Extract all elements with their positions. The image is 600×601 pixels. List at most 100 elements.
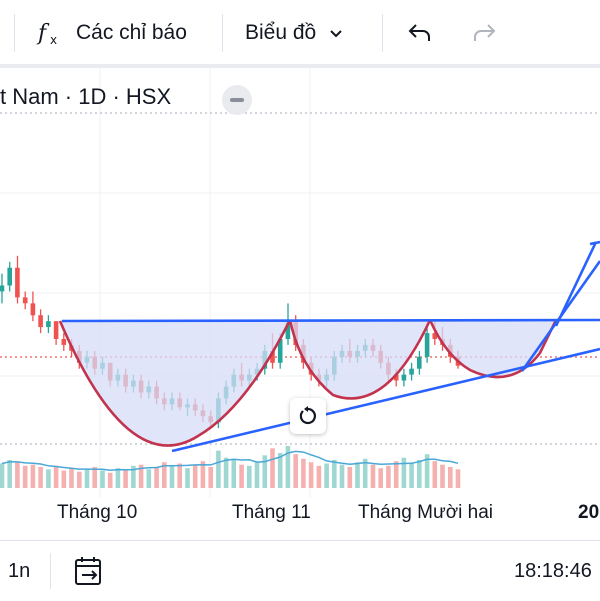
candle-body	[401, 374, 407, 381]
volume-bar	[177, 463, 182, 488]
breakout-line	[554, 241, 598, 327]
go-to-date-button[interactable]	[72, 541, 106, 601]
clock-time: 18:18:46	[514, 559, 592, 582]
bottom-bar: 1n 18:18:46	[0, 540, 600, 601]
volume-bar	[362, 458, 368, 488]
volume-bar	[448, 467, 453, 488]
toolbar-separator	[222, 14, 223, 52]
volume-bar	[162, 462, 167, 488]
indicators-button[interactable]: f x Các chỉ báo	[36, 0, 187, 66]
candle-body	[0, 285, 5, 292]
volume-bar	[308, 462, 314, 488]
x-axis-label: Tháng Mười hai	[358, 502, 494, 523]
volume-bar	[131, 465, 136, 488]
volume-bar	[223, 457, 229, 488]
volume-bar	[424, 454, 430, 488]
toolbar-separator	[382, 14, 383, 52]
price-chart[interactable]	[0, 68, 600, 540]
x-axis-label: Tháng 10	[57, 502, 138, 523]
candle-body	[38, 315, 43, 328]
volume-bar	[409, 463, 414, 488]
volume-bar	[324, 463, 329, 488]
volume-bar	[355, 462, 360, 488]
volume-bar	[169, 465, 175, 488]
volume-bar	[262, 455, 268, 488]
candle-body	[393, 374, 399, 381]
symbol-title[interactable]: t Nam · 1D · HSX	[0, 84, 172, 109]
chevron-down-icon	[328, 25, 344, 41]
volume-bar	[239, 464, 244, 488]
volume-bar	[301, 458, 306, 488]
volume-bar	[69, 468, 74, 488]
pattern-drawings	[58, 240, 600, 453]
svg-text:x: x	[50, 33, 57, 47]
volume-bar	[432, 461, 438, 488]
cup-arc	[58, 319, 292, 447]
volume-bar	[316, 465, 322, 488]
collapse-legend-button[interactable]	[222, 85, 252, 115]
volume-bar	[115, 468, 121, 488]
volume-bar	[293, 454, 298, 488]
volume-bar	[386, 465, 391, 488]
volume-bar	[15, 462, 20, 488]
volume-bar	[107, 472, 113, 488]
undo-button[interactable]	[406, 0, 434, 66]
fx-icon: f x	[36, 18, 66, 48]
resistance-line	[61, 318, 600, 323]
volume-bar	[440, 464, 445, 488]
candle-body	[15, 267, 20, 298]
volume-bar	[247, 465, 252, 488]
chart-type-button[interactable]: Biểu đồ	[245, 0, 344, 66]
redo-button[interactable]	[470, 0, 498, 66]
volume-bar	[0, 463, 5, 488]
minus-icon	[230, 98, 244, 102]
indicators-label: Các chỉ báo	[76, 21, 187, 44]
volume-bar	[185, 468, 190, 488]
top-toolbar: f x Các chỉ báo Biểu đồ	[0, 0, 600, 66]
volume-bar	[347, 467, 353, 488]
candle-body	[22, 297, 28, 304]
support-trendline	[171, 347, 600, 453]
volume-bar	[77, 471, 82, 488]
candle-body	[30, 303, 36, 316]
x-axis-label: Tháng 11	[232, 502, 311, 523]
candle-body	[61, 339, 67, 345]
volume-bar	[231, 460, 237, 488]
breakout-line	[589, 240, 600, 246]
volume-bar	[401, 457, 407, 488]
volume-bars	[0, 446, 461, 488]
reset-chart-button[interactable]	[290, 398, 326, 434]
volume-bar	[46, 469, 51, 488]
x-axis-label: 20	[578, 502, 600, 523]
volume-bar	[285, 446, 291, 488]
cup-arc	[288, 319, 432, 400]
volume-bar	[254, 462, 260, 488]
candle-body	[7, 267, 12, 286]
candle-body	[285, 321, 291, 339]
undo-icon	[406, 19, 434, 47]
toolbar-divider	[0, 64, 600, 68]
volume-bar	[339, 464, 345, 488]
volume-bar	[455, 469, 461, 488]
volume-bar	[378, 468, 383, 488]
volume-bar	[61, 470, 67, 488]
candle-body	[277, 339, 283, 363]
candle-body	[424, 333, 430, 357]
volume-bar	[200, 461, 206, 488]
volume-bar	[22, 465, 28, 488]
volume-bar	[192, 464, 198, 488]
volume-ma-line	[1, 450, 459, 472]
interval-label: 1n	[8, 559, 31, 582]
volume-bar	[84, 469, 90, 488]
volume-bar	[277, 453, 283, 488]
volume-bar	[30, 464, 36, 488]
clock-display[interactable]: 18:18:46	[514, 541, 592, 601]
volume-bar	[38, 467, 43, 488]
candle-body	[270, 350, 275, 363]
volume-bar	[138, 464, 144, 488]
candle-body	[432, 333, 438, 339]
interval-button[interactable]: 1n	[8, 541, 30, 601]
volume-bar	[7, 460, 12, 488]
volume-bar	[146, 469, 152, 488]
volume-bar	[154, 467, 159, 488]
